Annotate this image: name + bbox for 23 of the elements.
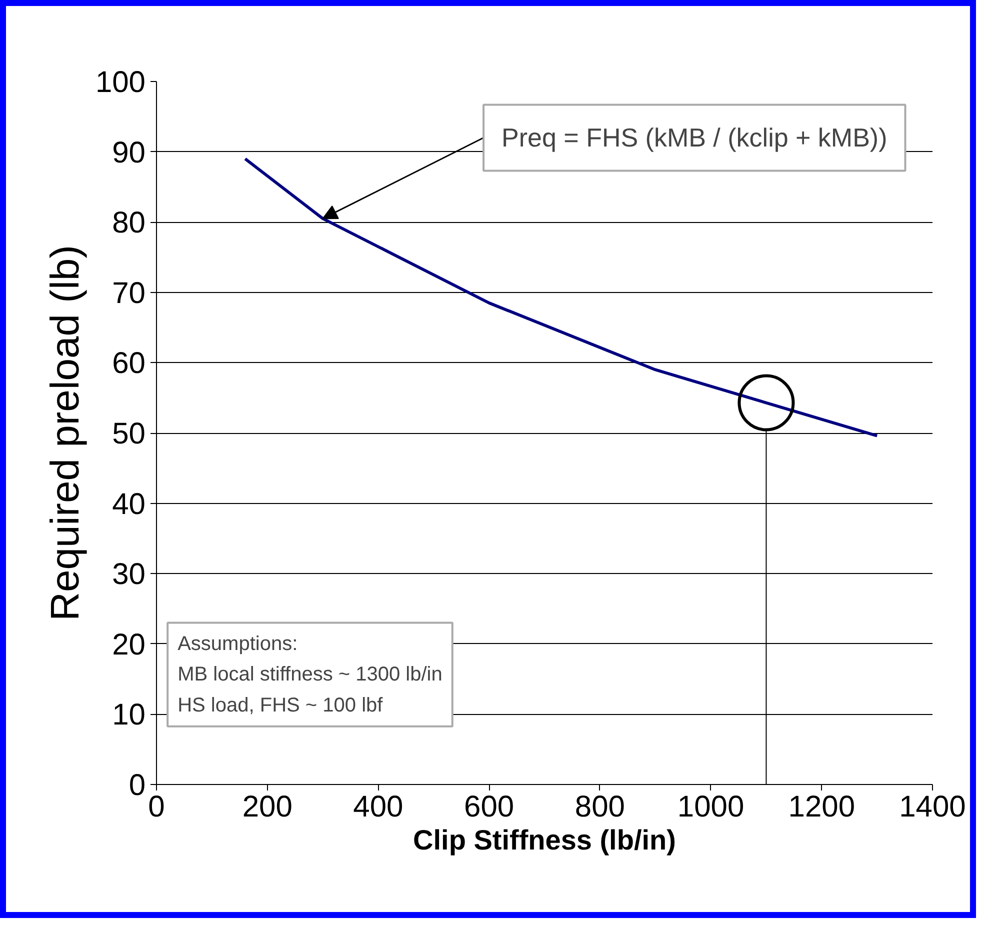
y-tick-label: 0 [128, 769, 146, 802]
y-tick-label: 50 [112, 418, 146, 450]
y-tick-label: 100 [95, 66, 146, 99]
x-tick-label: 600 [464, 790, 514, 824]
y-tick-label: 90 [112, 136, 146, 170]
y-tick-label: 30 [112, 558, 146, 592]
line-series [244, 157, 879, 438]
y-tick-label: 60 [112, 347, 146, 380]
y-tick-label: 20 [112, 628, 146, 662]
x-tick-label: 400 [353, 790, 404, 824]
y-tick-label: 40 [112, 488, 146, 521]
x-tick-label: 200 [242, 790, 292, 824]
y-tick-label: 70 [112, 276, 146, 310]
y-tick-label: 10 [112, 698, 146, 732]
y-tick-label: 80 [112, 206, 146, 240]
x-tick-label: 1000 [677, 790, 744, 824]
annotation: Assumptions: MB local stiffness ~ 1300 lb/in HS load, FHS ~ 100 lbf [178, 632, 442, 716]
x-axis-title: Clip Stiffness (lb/in) [413, 824, 676, 856]
y-axis-title: Required preload (lb) [43, 245, 88, 621]
x-tick-label: 800 [574, 790, 625, 824]
annotation: Preq = FHS (kMB / (kclip + kMB)) [502, 122, 888, 153]
x-tick-label: 1200 [788, 790, 856, 824]
x-tick-label: 1400 [899, 790, 966, 824]
